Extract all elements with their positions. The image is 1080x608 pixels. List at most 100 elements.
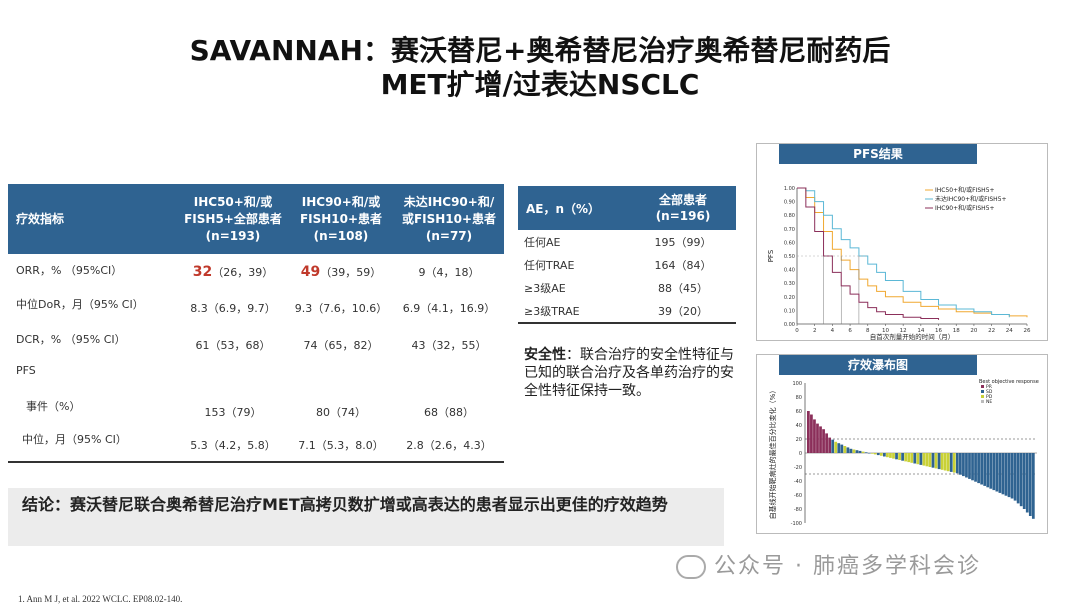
pfs-chart-panel: PFS结果 0 2 4 6 8 10 12 14 16 18 20 22 24 26 0.00 0.10 0.2… (756, 143, 1048, 341)
wf-legend-entry: PR (986, 384, 992, 390)
wf-y-tick-label: 100 (792, 381, 802, 387)
wf-bar (810, 414, 813, 453)
pfs-y-tick-label: 0.30 (784, 281, 795, 287)
pfs-chart-title: PFS结果 (779, 144, 977, 164)
wf-bar (904, 453, 908, 462)
wf-bar (919, 453, 923, 465)
pfs-y-tick-label: 0.20 (784, 295, 795, 301)
wf-bar (892, 453, 895, 459)
pfs-series-line (797, 187, 940, 320)
wf-bar (825, 433, 828, 453)
pfs-y-tick-label: 0.70 (784, 227, 795, 233)
wf-bar (1007, 453, 1011, 498)
wf-bar (934, 453, 938, 469)
pfs-x-axis-label: 自首次剂量开始的时间（月） (870, 332, 955, 340)
wf-bar (916, 453, 920, 465)
pfs-x-tick-label: 8 (866, 328, 870, 334)
pfs-x-tick-label: 12 (900, 328, 907, 334)
wf-bar (928, 453, 932, 467)
wf-bar (952, 453, 956, 473)
page-title: SAVANNAH：赛沃替尼+奥希替尼治疗奥希替尼耐药后 MET扩增/过表达NSC… (0, 34, 1080, 102)
waterfall-chart-title: 疗效瀑布图 (779, 355, 977, 375)
table-row-dor: 中位DoR，月（95% CI） 8.3（6.9，9.7） 9.3（7.6，10.… (16, 298, 496, 315)
pfs-legend-entry: IHC50+和/或FISH5+ (935, 186, 995, 194)
wf-bar (837, 443, 841, 453)
ae-table-header: AE，n（%） 全部患者 (n=196) (518, 186, 736, 230)
pfs-y-tick-label: 0.10 (784, 308, 795, 314)
wf-bar (940, 453, 944, 470)
wf-y-tick-label: 60 (796, 409, 802, 415)
wf-bar (949, 453, 953, 472)
efficacy-table-header: 疗效指标 IHC50+和/或 FISH5+全部患者 (n=193) IHC90+和/… (8, 184, 504, 254)
pfs-y-tick-label: 0.60 (784, 240, 795, 246)
wf-bar (843, 446, 847, 453)
pfs-y-axis-label: PFS (767, 249, 775, 262)
efficacy-table: 疗效指标 IHC50+和/或 FISH5+全部患者 (n=193) IHC90+和/… (8, 184, 504, 463)
wf-bar (828, 437, 832, 453)
table-bottom-rule (8, 461, 504, 463)
ae-table: AE，n（%） 全部患者 (n=196) 任何AE 195（99） 任何TRAE 16… (518, 186, 736, 324)
wf-bar (925, 453, 929, 467)
wf-bar (1025, 453, 1029, 513)
safety-note: 安全性：联合治疗的安全性特征与已知的联合治疗及各单药治疗的安全性特征保持一致。 (524, 347, 734, 399)
wf-bar (867, 453, 871, 454)
header-ihc90: IHC90+和/或 FISH10+患者 (n=108) (299, 194, 383, 243)
pfs-x-tick-label: 6 (848, 328, 852, 334)
wf-legend-swatch (981, 400, 984, 403)
ae-header-label: AE，n（%） (526, 201, 601, 216)
pfs-y-tick-label: 1.00 (784, 186, 795, 192)
wf-bar (864, 452, 868, 453)
wf-bar (1010, 453, 1014, 499)
wf-bar (813, 419, 816, 453)
ae-row-grade3-ae: ≥3级AE 88（45） (524, 281, 708, 295)
wf-y-tick-label: 40 (796, 423, 802, 429)
wf-bar (901, 453, 904, 461)
wf-bar (992, 453, 996, 491)
wf-bar (879, 453, 883, 456)
table-row-dcr: DCR，% （95% CI） 61（53，68） 74（65，82） 43（32… (16, 333, 487, 352)
wf-bar (898, 453, 901, 460)
wf-bar (910, 453, 914, 463)
wf-bar (895, 453, 898, 460)
wf-bar (1031, 453, 1035, 519)
wf-y-tick-label: 0 (799, 451, 802, 457)
pfs-x-tick-label: 0 (795, 328, 799, 334)
title-line-2: MET扩增/过表达NSCLC (380, 68, 700, 101)
pfs-x-tick-label: 10 (882, 328, 889, 334)
wf-bar (995, 453, 999, 492)
wf-y-tick-label: -60 (794, 493, 802, 499)
wf-y-tick-label: -40 (794, 479, 802, 485)
pfs-legend-entry: 未达IHC90+和/或FISH5+ (935, 195, 1007, 203)
pfs-y-tick-label: 0.90 (784, 200, 795, 206)
wf-legend-swatch (981, 385, 984, 388)
wf-bar (1016, 453, 1020, 504)
wf-bar (1019, 453, 1023, 507)
wf-legend-entry: SD (986, 389, 993, 395)
wf-bar (977, 453, 980, 484)
wf-bar (931, 453, 935, 468)
table-row-median: 中位，月（95% CI） 5.3（4.2，5.8） 7.1（5.3，8.0） 2… (22, 433, 492, 452)
pfs-x-tick-label: 26 (1024, 328, 1031, 334)
pfs-x-tick-label: 16 (935, 328, 942, 334)
ae-row-any-ae: 任何AE 195（99） (524, 235, 712, 249)
wf-bar (870, 453, 874, 454)
wf-y-tick-label: -100 (791, 521, 802, 527)
conclusion-box: 结论：赛沃替尼联合奥希替尼治疗MET高拷贝数扩增或高表达的患者显示出更佳的疗效趋… (8, 488, 724, 546)
pfs-x-tick-label: 4 (831, 328, 835, 334)
title-line-1: SAVANNAH：赛沃替尼+奥希替尼治疗奥希替尼耐药后 (189, 34, 891, 67)
wf-bar (1022, 453, 1026, 509)
wf-bar (989, 453, 993, 489)
wf-bar (974, 453, 977, 482)
wf-bar (873, 453, 877, 455)
wf-bar (913, 453, 917, 464)
pfs-chart: 0 2 4 6 8 10 12 14 16 18 20 22 24 260.000.100.200.300… (767, 186, 1031, 340)
wf-bar (852, 449, 856, 453)
pfs-x-tick-label: 20 (970, 328, 977, 334)
header-metric: 疗效指标 (16, 211, 65, 226)
wf-bar (937, 453, 941, 470)
reference: 1. Ann M J, et al. 2022 WCLC. EP08.02-14… (18, 594, 183, 604)
header-all-patients: IHC50+和/或 FISH5+全部患者 (n=193) (184, 194, 282, 243)
watermark: 公众号 · 肺癌多学科会诊 (676, 548, 981, 580)
wf-y-tick-label: -80 (794, 507, 802, 513)
wf-bar (946, 453, 950, 472)
